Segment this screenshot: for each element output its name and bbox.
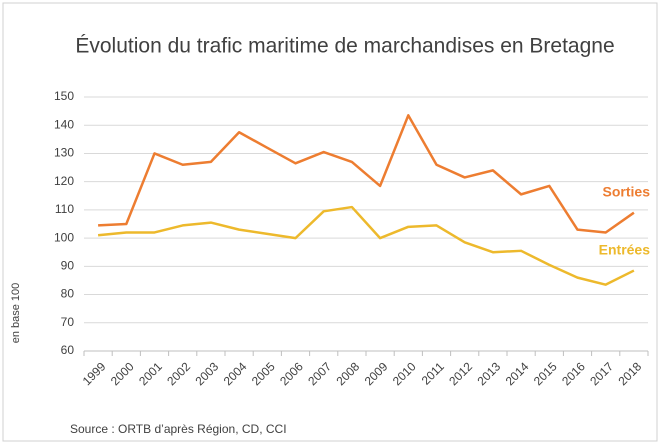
y-tick-label: 120 [54,174,74,188]
y-tick-label: 110 [55,202,74,216]
series-line [98,114,635,234]
y-axis-label: en base 100 [10,283,22,344]
chart-title: Évolution du trafic maritime de marchand… [75,35,614,58]
y-tick-label: 60 [61,343,75,357]
series-line [97,205,635,286]
y-tick-label: 150 [54,89,74,103]
y-tick-label: 140 [54,117,74,131]
y-tick-label: 130 [54,146,74,160]
series-label: Sorties [603,183,651,199]
series-label: Entrées [599,241,651,257]
y-tick-label: 90 [61,259,75,273]
y-tick-label: 100 [54,230,74,244]
y-tick-label: 80 [61,287,75,301]
y-tick-label: 70 [61,315,75,329]
source-note: Source : ORTB d’après Région, CD, CCI [70,422,287,436]
